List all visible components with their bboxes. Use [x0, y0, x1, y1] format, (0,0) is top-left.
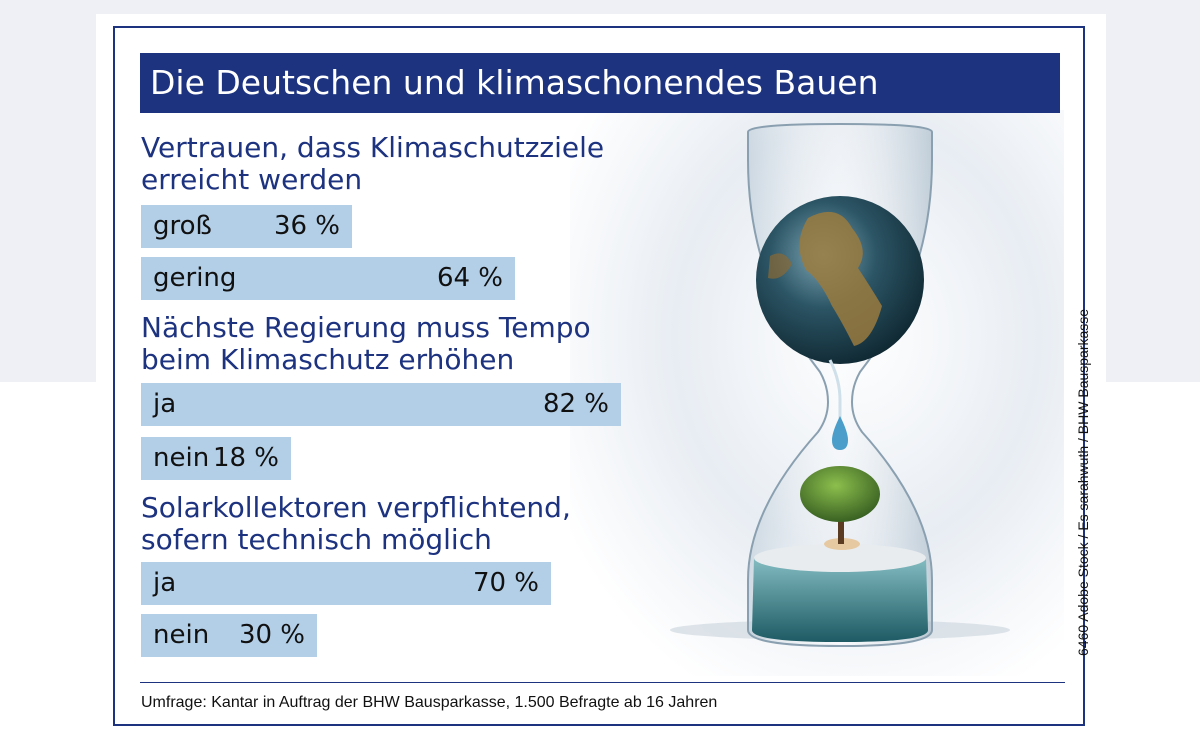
- bar-value: 30 %: [238, 620, 305, 650]
- image-credit: 6460 Adobe Stock / Es sarahwuth / BHW Ba…: [1075, 308, 1091, 656]
- infographic-frame: [113, 26, 1085, 726]
- bar-ja: ja 70 %: [141, 562, 551, 605]
- bar-nein: nein 30 %: [141, 614, 317, 657]
- bar-label: ja: [153, 389, 177, 419]
- bar-ja: ja 82 %: [141, 383, 621, 426]
- hourglass-icon: [670, 122, 1010, 648]
- bar-label: gering: [153, 263, 237, 293]
- bar-label: ja: [153, 568, 177, 598]
- footer-divider: [140, 682, 1065, 683]
- source-note: Umfrage: Kantar in Auftrag der BHW Bausp…: [141, 694, 718, 711]
- bar-label: nein: [153, 443, 210, 473]
- bar-value: 70 %: [472, 568, 539, 598]
- bar-label: groß: [153, 211, 212, 241]
- hourglass-illustration: [570, 110, 1064, 676]
- bar-groß: groß 36 %: [141, 205, 352, 248]
- bar-value: 36 %: [273, 211, 340, 241]
- bar-value: 64 %: [436, 263, 503, 293]
- bar-nein: nein 18 %: [141, 437, 291, 480]
- bar-value: 18 %: [212, 443, 279, 473]
- question-title: Vertrauen, dass Klimaschutzziele erreich…: [141, 131, 605, 196]
- header-title: Die Deutschen und klimaschonendes Bauen: [140, 53, 1060, 113]
- question-title: Solarkollektoren verpflichtend, sofern t…: [141, 491, 571, 556]
- bar-value: 82 %: [542, 389, 609, 419]
- question-title: Nächste Regierung muss Tempo beim Klimas…: [141, 311, 591, 376]
- bar-label: nein: [153, 620, 210, 650]
- bar-gering: gering 64 %: [141, 257, 515, 300]
